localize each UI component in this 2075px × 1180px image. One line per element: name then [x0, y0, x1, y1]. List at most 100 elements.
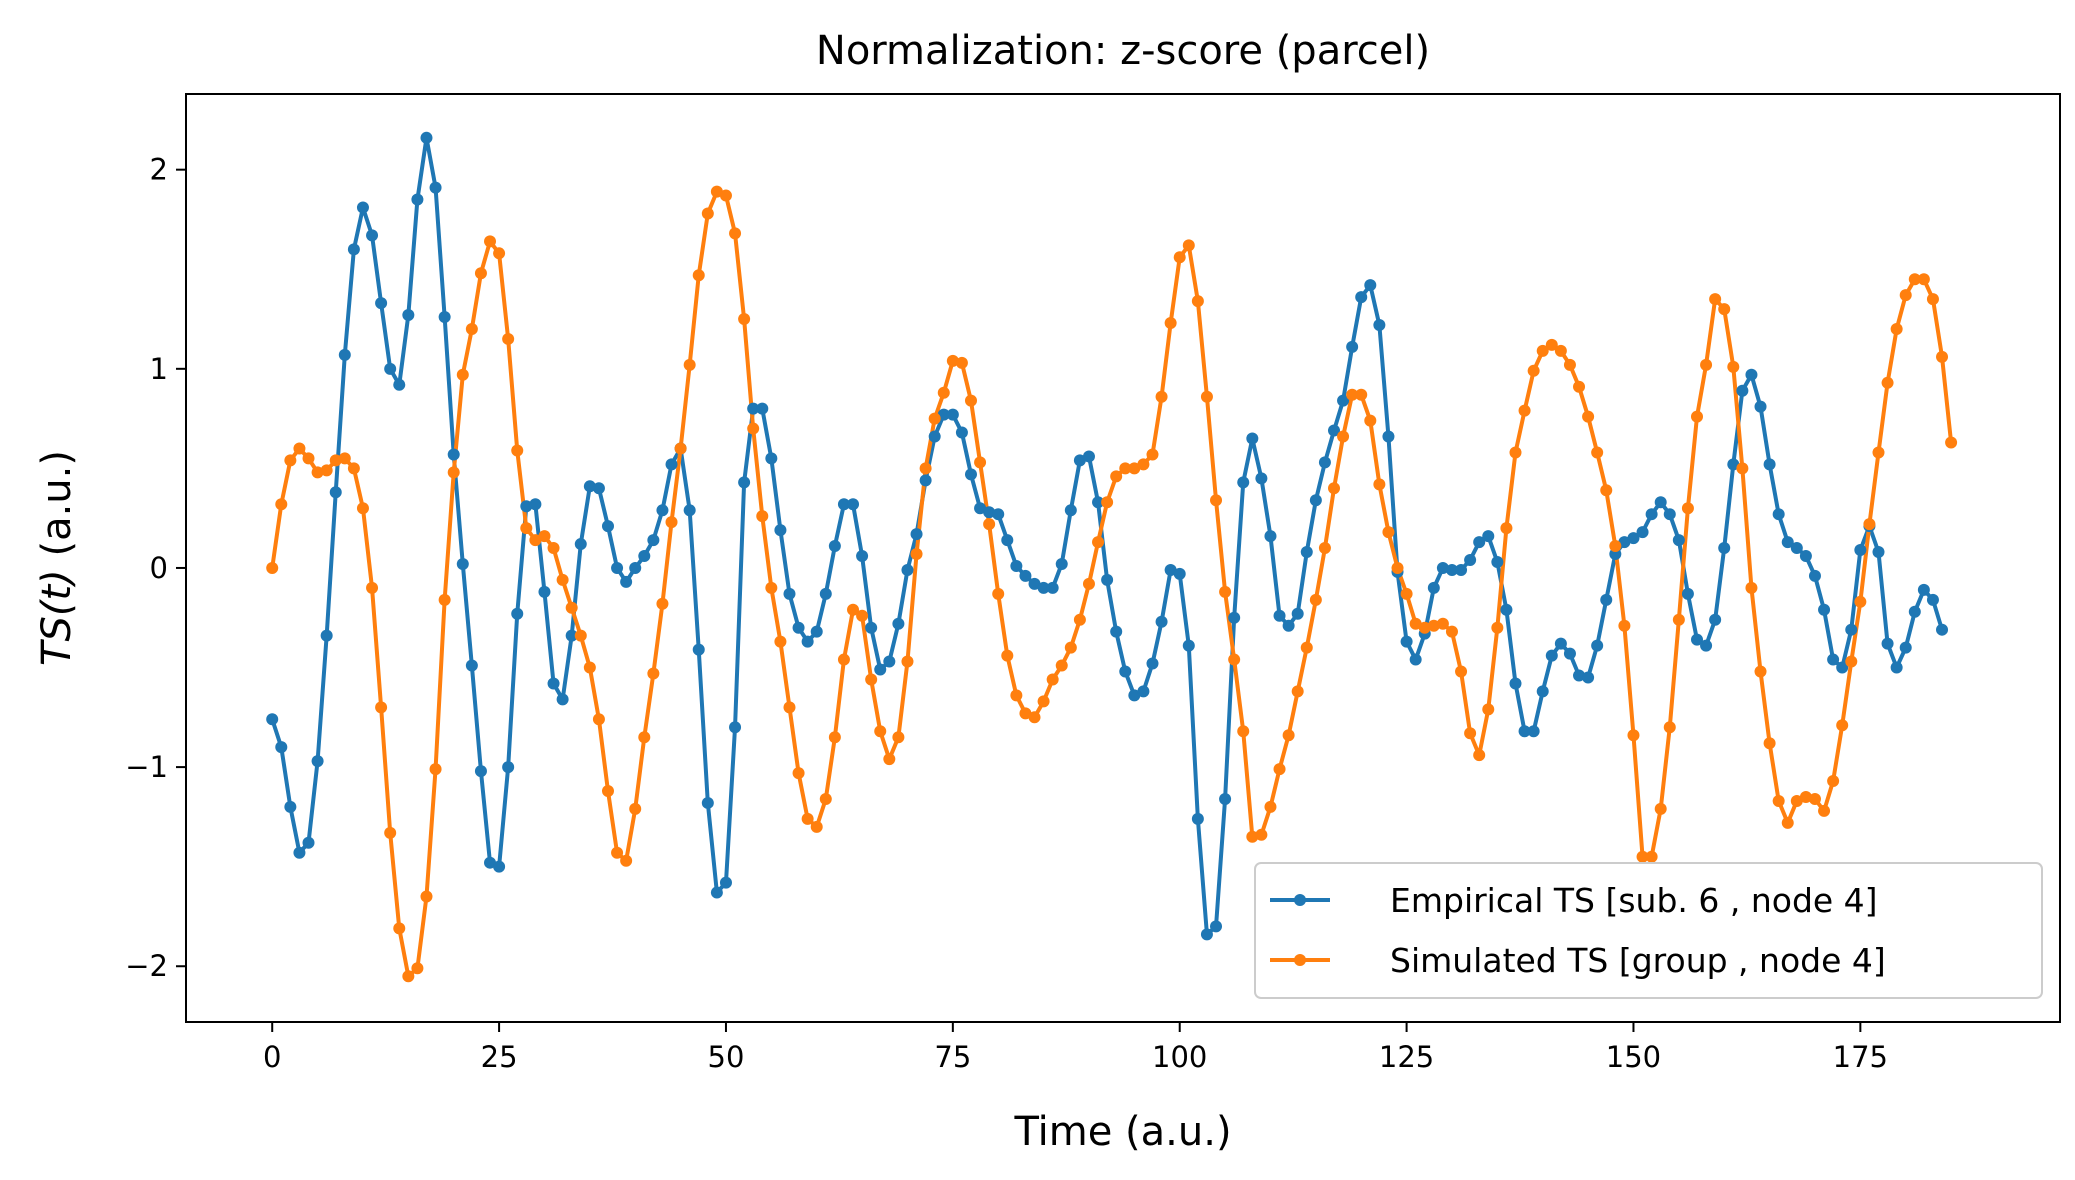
legend: Empirical TS [sub. 6 , node 4] Simulated…: [1254, 862, 2043, 999]
data-point: [1536, 344, 1549, 357]
data-point: [411, 962, 424, 975]
data-point: [1119, 665, 1132, 678]
data-point: [928, 430, 941, 443]
data-point: [502, 332, 515, 345]
data-point: [1899, 289, 1912, 302]
y-axis-label: TS(t) (a.u.): [34, 450, 80, 666]
data-point: [1863, 518, 1876, 531]
data-point: [393, 378, 406, 391]
data-point: [1064, 641, 1077, 654]
y-axis-ticks: −2 −1 0 1 2: [125, 153, 186, 983]
legend-marker-simulated: [1294, 954, 1306, 966]
data-point: [565, 601, 578, 614]
data-point: [284, 800, 297, 813]
data-point: [992, 587, 1005, 600]
data-point: [792, 621, 805, 634]
data-point: [375, 701, 388, 714]
data-point: [819, 792, 832, 805]
data-point: [765, 581, 778, 594]
data-point: [1654, 802, 1667, 815]
x-tick-label: 50: [708, 1040, 745, 1074]
data-point: [1745, 368, 1758, 381]
data-point: [1473, 749, 1486, 762]
data-point: [529, 498, 542, 511]
data-point: [438, 593, 451, 606]
data-point: [456, 368, 469, 381]
data-point: [1681, 587, 1694, 600]
data-point: [484, 235, 497, 248]
data-point: [356, 201, 369, 214]
data-point: [665, 458, 678, 471]
data-point: [1282, 729, 1295, 742]
data-point: [974, 502, 987, 515]
data-point: [1808, 792, 1821, 805]
data-point: [1899, 641, 1912, 654]
data-point: [393, 922, 406, 935]
data-point: [293, 442, 306, 455]
data-point: [1527, 364, 1540, 377]
data-point: [447, 448, 460, 461]
data-point: [1382, 526, 1395, 539]
data-point: [556, 573, 569, 586]
data-point: [710, 185, 723, 198]
data-point: [983, 506, 996, 519]
data-point: [1455, 665, 1468, 678]
data-point: [1527, 725, 1540, 738]
data-point: [565, 629, 578, 642]
legend-label-empirical: Empirical TS [sub. 6 , node 4]: [1390, 881, 1878, 920]
data-point: [1037, 581, 1050, 594]
data-point: [1645, 508, 1658, 521]
data-point: [592, 482, 605, 495]
data-point: [828, 540, 841, 553]
data-point: [1654, 496, 1667, 509]
data-point: [1509, 446, 1522, 459]
data-point: [1618, 536, 1631, 549]
y-tick-label: −2: [125, 949, 168, 983]
y-tick-label: 2: [150, 153, 168, 187]
data-point: [647, 534, 660, 547]
data-point: [1881, 637, 1894, 650]
data-point: [1273, 763, 1286, 776]
data-markers: [266, 131, 1958, 983]
data-point: [1445, 563, 1458, 576]
x-tick-label: 100: [1152, 1040, 1207, 1074]
data-point: [1328, 424, 1340, 437]
data-point: [1745, 581, 1758, 594]
data-point: [1936, 350, 1949, 363]
data-point: [275, 741, 288, 754]
data-point: [1763, 737, 1776, 750]
data-point: [574, 538, 587, 551]
data-point: [1663, 508, 1676, 521]
data-point: [1936, 623, 1949, 636]
data-point: [1210, 494, 1223, 507]
data-point: [955, 356, 968, 369]
data-point: [1019, 707, 1032, 720]
data-point: [1355, 291, 1368, 304]
data-point: [1518, 404, 1531, 417]
data-point: [692, 269, 705, 282]
data-point: [1391, 561, 1404, 574]
data-point: [1237, 725, 1250, 738]
data-point: [656, 597, 669, 610]
data-point: [1709, 613, 1722, 626]
data-point: [964, 394, 977, 407]
data-point: [837, 653, 850, 666]
data-point: [1799, 790, 1812, 803]
data-point: [1300, 641, 1313, 654]
data-point: [738, 476, 751, 489]
data-point: [1464, 727, 1477, 740]
data-point: [1337, 430, 1350, 443]
data-point: [1364, 414, 1377, 427]
x-axis-ticks: 0 25 50 75 100 125 150 175: [263, 1022, 1888, 1074]
data-point: [674, 442, 687, 455]
data-point: [1563, 647, 1576, 660]
data-point: [1427, 581, 1440, 594]
data-point: [1491, 621, 1504, 634]
data-point: [656, 504, 669, 517]
data-point: [1191, 812, 1204, 825]
data-point: [828, 731, 841, 744]
data-point: [1219, 585, 1232, 598]
data-point: [1101, 496, 1114, 509]
data-point: [1164, 563, 1177, 576]
data-point: [1827, 653, 1840, 666]
